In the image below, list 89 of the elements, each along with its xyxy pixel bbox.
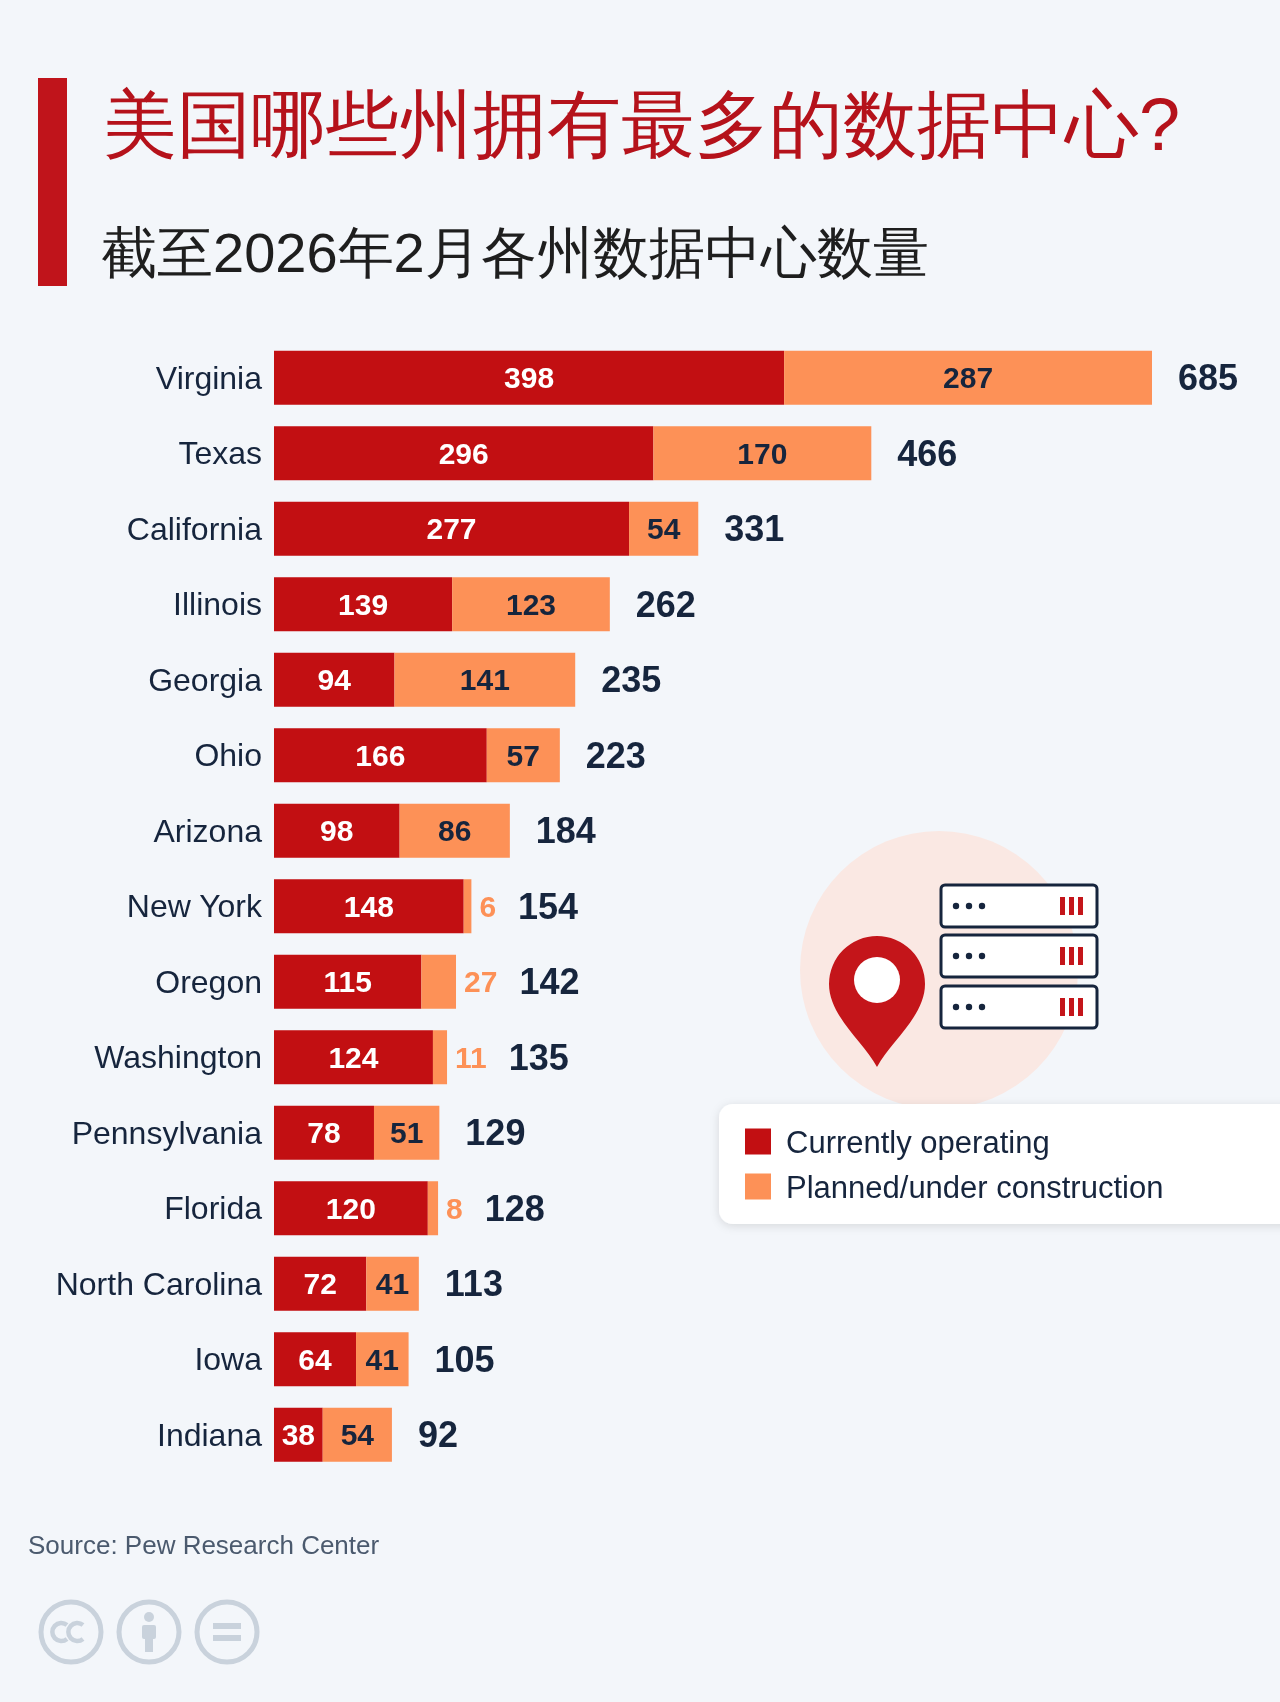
data-label: 94 — [317, 663, 352, 697]
data-label: 398 — [504, 361, 555, 395]
bar — [274, 954, 422, 1009]
y-tick-label: Florida — [164, 1190, 263, 1227]
data-label: 64 — [298, 1342, 333, 1376]
y-tick-label: Iowa — [194, 1341, 263, 1378]
legend-label: Planned/under construction — [786, 1169, 1164, 1204]
total-label: 128 — [484, 1187, 545, 1229]
data-label: 54 — [646, 512, 681, 546]
bar — [274, 350, 785, 405]
bar — [274, 1256, 367, 1311]
bar — [274, 1332, 357, 1387]
bar — [274, 803, 400, 858]
bar — [394, 652, 576, 707]
y-tick-label: Oregon — [155, 963, 262, 1000]
data-label: 54 — [340, 1418, 375, 1452]
total-label: 685 — [1178, 357, 1239, 399]
total-label: 142 — [519, 961, 580, 1003]
data-label: 124 — [328, 1040, 379, 1074]
y-tick-label: California — [126, 510, 263, 547]
legend-label: Currently operating — [786, 1124, 1050, 1159]
data-label: 51 — [389, 1116, 424, 1150]
total-label: 92 — [417, 1414, 458, 1456]
total-label: 184 — [535, 810, 596, 852]
bar — [274, 1105, 374, 1160]
y-tick-label: Pennsylvania — [71, 1114, 263, 1151]
bar — [421, 954, 457, 1009]
bar — [399, 803, 510, 858]
total-label: 223 — [585, 734, 646, 776]
y-tick-label: Indiana — [157, 1416, 263, 1453]
bar — [427, 1181, 439, 1236]
chart-subtitle: 截至2026年2月各州数据中心数量 — [101, 221, 929, 284]
total-label: 262 — [635, 583, 696, 625]
total-label: 331 — [724, 508, 785, 550]
data-label: 115 — [323, 965, 372, 999]
data-label: 120 — [325, 1191, 376, 1225]
total-label: 113 — [444, 1263, 503, 1305]
data-label: 8 — [446, 1191, 463, 1225]
data-label: 86 — [438, 814, 472, 848]
data-label: 139 — [338, 587, 389, 621]
data-label: 287 — [943, 361, 994, 395]
bar — [452, 577, 610, 632]
y-tick-label: Arizona — [153, 812, 263, 849]
bar — [274, 426, 654, 481]
bar — [784, 350, 1152, 405]
bar — [274, 728, 487, 783]
bar — [486, 728, 560, 783]
data-label: 148 — [343, 889, 394, 923]
bar — [653, 426, 872, 481]
total-label: 135 — [508, 1036, 569, 1078]
data-label: 123 — [505, 587, 557, 621]
total-label: 235 — [601, 659, 662, 701]
bar — [274, 1181, 428, 1236]
y-tick-label: Texas — [178, 435, 262, 472]
bar — [274, 1030, 433, 1085]
bar — [274, 577, 453, 632]
data-label: 141 — [459, 663, 510, 697]
data-label: 27 — [464, 965, 498, 999]
data-label: 296 — [438, 436, 489, 470]
bar — [432, 1030, 448, 1085]
y-tick-label: Washington — [94, 1039, 262, 1076]
y-tick-label: Ohio — [194, 737, 262, 774]
source-note: Source: Pew Research Center — [28, 1530, 380, 1560]
data-label: 277 — [426, 512, 477, 546]
data-label: 11 — [455, 1040, 487, 1074]
bar — [463, 879, 472, 934]
data-label: 78 — [307, 1116, 341, 1150]
total-label: 154 — [518, 885, 579, 927]
data-label: 72 — [303, 1267, 337, 1301]
y-tick-label: New York — [126, 888, 263, 925]
data-label: 166 — [355, 738, 406, 772]
data-label: 57 — [506, 738, 540, 772]
data-label: 6 — [479, 889, 497, 923]
y-tick-label: Virginia — [155, 359, 263, 396]
chart-title: 美国哪些州拥有最多的数据中心? — [103, 83, 1181, 166]
data-label: 98 — [320, 814, 354, 848]
data-label: 170 — [737, 436, 788, 470]
bar — [274, 879, 464, 934]
total-label: 466 — [897, 432, 958, 474]
total-label: 129 — [465, 1112, 526, 1154]
y-tick-label: North Carolina — [55, 1265, 263, 1302]
data-label: 41 — [365, 1342, 399, 1376]
data-label: 41 — [375, 1267, 410, 1301]
data-label: 38 — [281, 1418, 316, 1452]
y-tick-label: Illinois — [173, 586, 262, 623]
bar — [274, 501, 630, 556]
total-label: 105 — [434, 1338, 495, 1380]
y-tick-label: Georgia — [148, 661, 263, 698]
bar — [274, 652, 395, 707]
